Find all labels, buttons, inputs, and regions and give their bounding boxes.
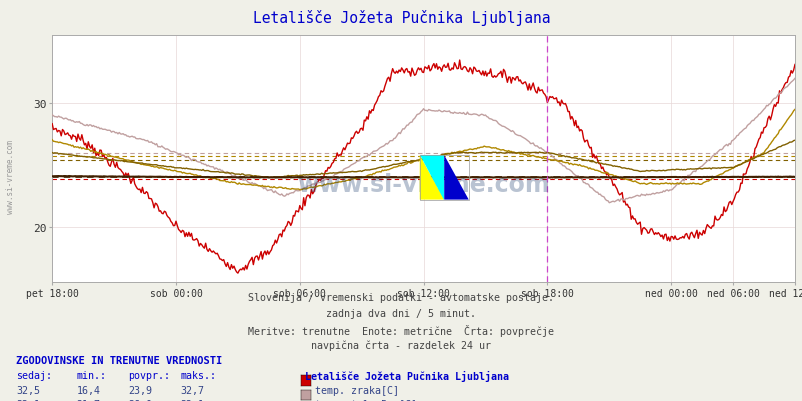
Text: min.:: min.: (76, 370, 106, 380)
Text: sedaj:: sedaj: (16, 370, 52, 380)
Text: navpična črta - razdelek 24 ur: navpična črta - razdelek 24 ur (311, 340, 491, 350)
Text: zadnja dva dni / 5 minut.: zadnja dva dni / 5 minut. (326, 308, 476, 318)
Polygon shape (444, 156, 468, 200)
Text: ZGODOVINSKE IN TRENUTNE VREDNOSTI: ZGODOVINSKE IN TRENUTNE VREDNOSTI (16, 355, 222, 365)
Text: 16,4: 16,4 (76, 385, 100, 395)
Polygon shape (419, 156, 444, 200)
Text: Slovenija / vremenski podatki - avtomatske postaje.: Slovenija / vremenski podatki - avtomats… (248, 292, 554, 302)
Text: 32,1: 32,1 (16, 399, 40, 401)
Text: Letališče Jožeta Pučnika Ljubljana: Letališče Jožeta Pučnika Ljubljana (253, 10, 549, 26)
Text: Meritve: trenutne  Enote: metrične  Črta: povprečje: Meritve: trenutne Enote: metrične Črta: … (248, 324, 554, 336)
Text: www.si-vreme.com: www.si-vreme.com (6, 140, 15, 213)
Bar (419, 156, 468, 200)
Text: 32,7: 32,7 (180, 385, 205, 395)
Text: temp. tal  5cm[C]: temp. tal 5cm[C] (314, 399, 416, 401)
Text: 21,7: 21,7 (76, 399, 100, 401)
Text: maks.:: maks.: (180, 370, 217, 380)
Text: povpr.:: povpr.: (128, 370, 170, 380)
Text: 26,0: 26,0 (128, 399, 152, 401)
Text: 23,9: 23,9 (128, 385, 152, 395)
Text: www.si-vreme.com: www.si-vreme.com (297, 172, 549, 196)
Text: 32,1: 32,1 (180, 399, 205, 401)
Polygon shape (419, 156, 444, 200)
Text: 32,5: 32,5 (16, 385, 40, 395)
Text: temp. zraka[C]: temp. zraka[C] (314, 385, 399, 395)
Text: Letališče Jožeta Pučnika Ljubljana: Letališče Jožeta Pučnika Ljubljana (305, 370, 508, 381)
